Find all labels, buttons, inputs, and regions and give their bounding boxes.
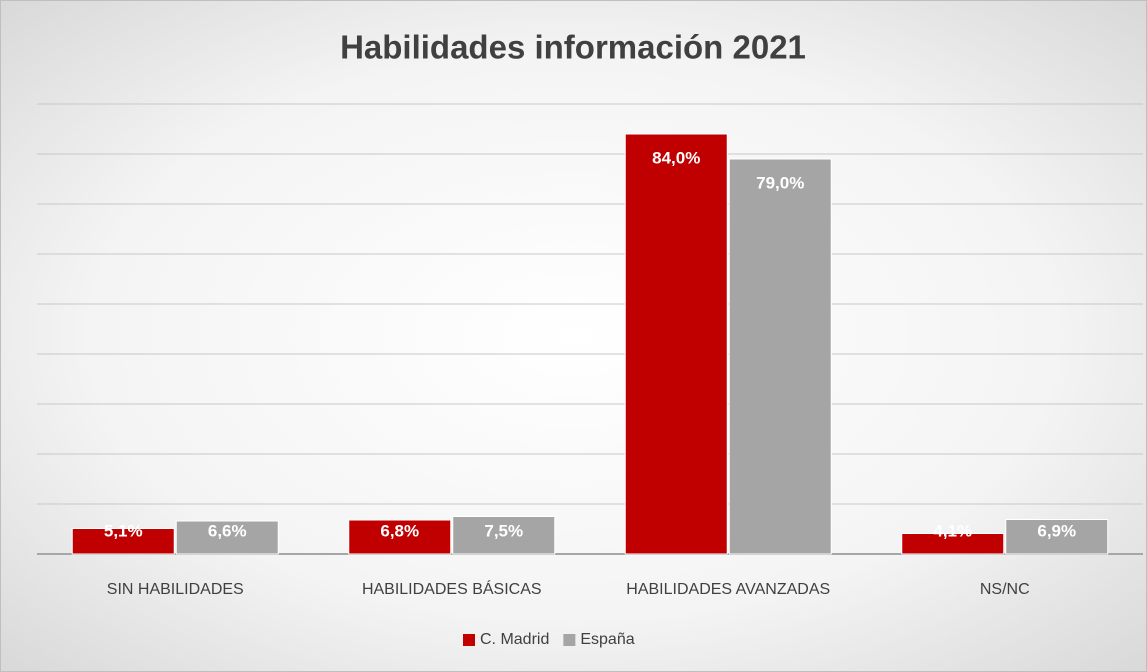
x-tick-label: HABILIDADES BÁSICAS — [362, 579, 542, 598]
bar — [901, 533, 1005, 555]
chart-title: Habilidades información 2021 — [340, 29, 806, 66]
bar — [728, 158, 832, 555]
data-label: 6,9% — [1037, 521, 1076, 540]
legend-label: C. Madrid — [480, 631, 549, 648]
legend-label: España — [580, 631, 634, 648]
data-label: 6,6% — [208, 521, 247, 540]
data-label: 4,1% — [933, 521, 972, 540]
legend-swatch — [563, 634, 576, 646]
bar — [71, 528, 175, 555]
bar — [1005, 519, 1109, 555]
data-label: 7,5% — [484, 521, 523, 540]
bar — [452, 516, 556, 555]
data-label: 6,8% — [380, 521, 419, 540]
x-tick-label: HABILIDADES AVANZADAS — [626, 581, 830, 598]
data-label: 84,0% — [652, 148, 700, 167]
data-label: 79,0% — [756, 173, 804, 192]
bar — [348, 519, 452, 555]
x-tick-label: SIN HABILIDADES — [107, 581, 244, 598]
bar — [175, 520, 279, 555]
bar — [624, 133, 728, 555]
data-label: 5,1% — [104, 521, 143, 540]
x-tick-label: NS/NC — [980, 581, 1030, 598]
legend-swatch — [463, 634, 475, 646]
